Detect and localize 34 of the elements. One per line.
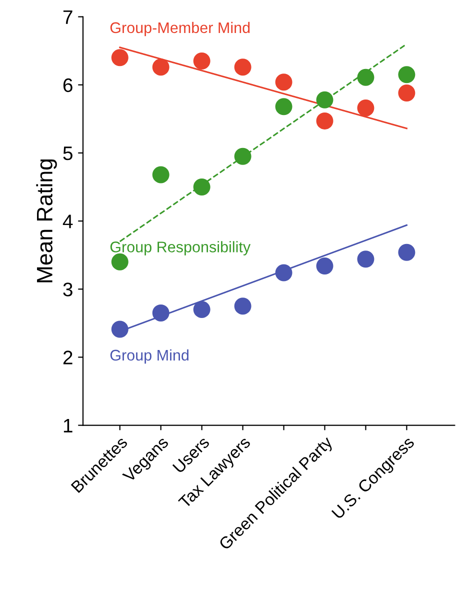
point: [357, 68, 374, 86]
point: [275, 98, 292, 116]
point: [193, 178, 210, 196]
point: [398, 84, 416, 102]
point: [316, 112, 334, 130]
y-axis-title: Mean Rating: [36, 159, 57, 282]
point: [152, 166, 170, 184]
point: [275, 264, 292, 282]
point: [398, 244, 416, 261]
point: [234, 148, 252, 165]
point: [275, 74, 292, 91]
y-tick-label: 3: [63, 282, 72, 296]
point: [234, 58, 252, 76]
point: [398, 66, 416, 84]
point: [316, 91, 334, 108]
y-tick-label: 1: [64, 418, 72, 432]
point: [193, 52, 210, 70]
point: [357, 250, 374, 268]
series-label: Group Mind: [110, 349, 188, 364]
point: [193, 301, 210, 318]
point: [234, 298, 252, 315]
point: [357, 100, 374, 117]
point: [316, 257, 334, 274]
y-tick-label: 7: [63, 10, 72, 24]
series-label: Group Responsibility: [110, 241, 251, 256]
y-tick-label: 4: [62, 214, 73, 228]
series-label: Group-Member Mind: [110, 22, 250, 36]
y-tick-label: 5: [63, 146, 72, 160]
point: [152, 304, 170, 322]
point: [111, 320, 128, 338]
y-tick-label: 6: [63, 78, 72, 92]
point: [152, 58, 170, 76]
y-tick-label: 2: [63, 350, 72, 364]
point: [111, 49, 128, 66]
